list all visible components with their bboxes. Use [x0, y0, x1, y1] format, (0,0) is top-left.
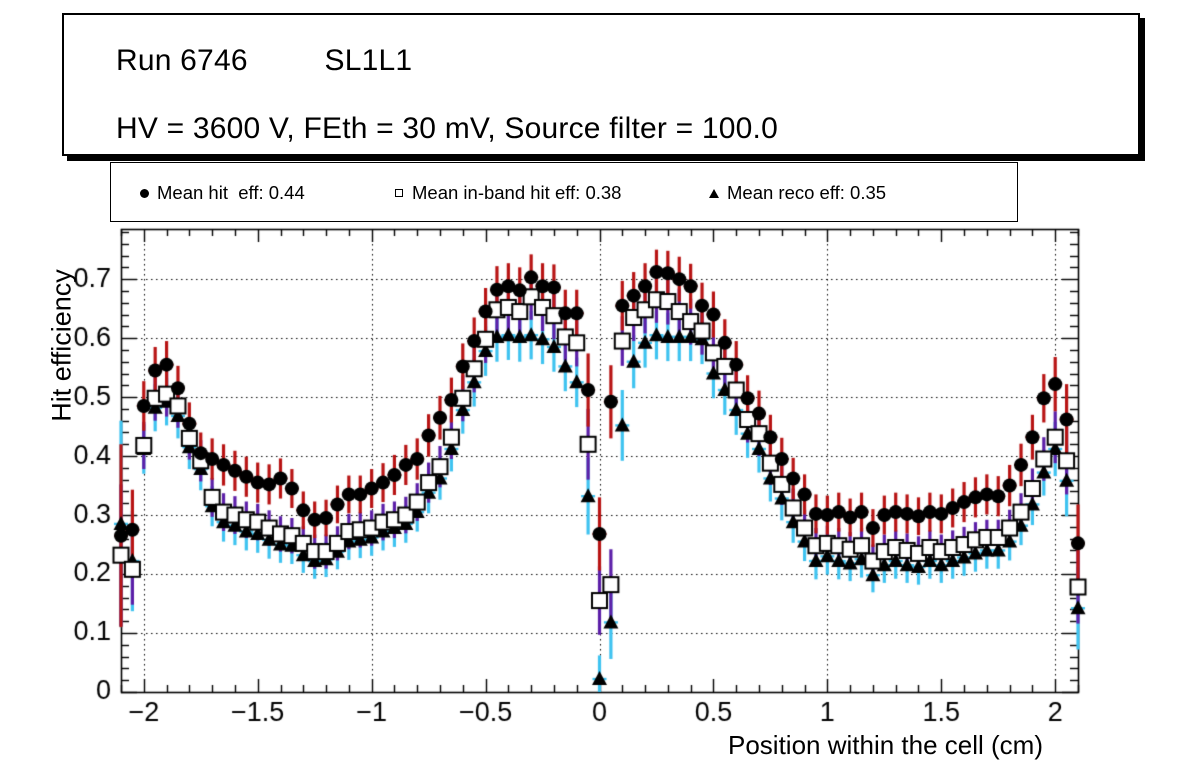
x-axis-title: Position within the cell (cm) [728, 730, 1043, 760]
y-axis-title: Hit efficiency [46, 269, 77, 422]
